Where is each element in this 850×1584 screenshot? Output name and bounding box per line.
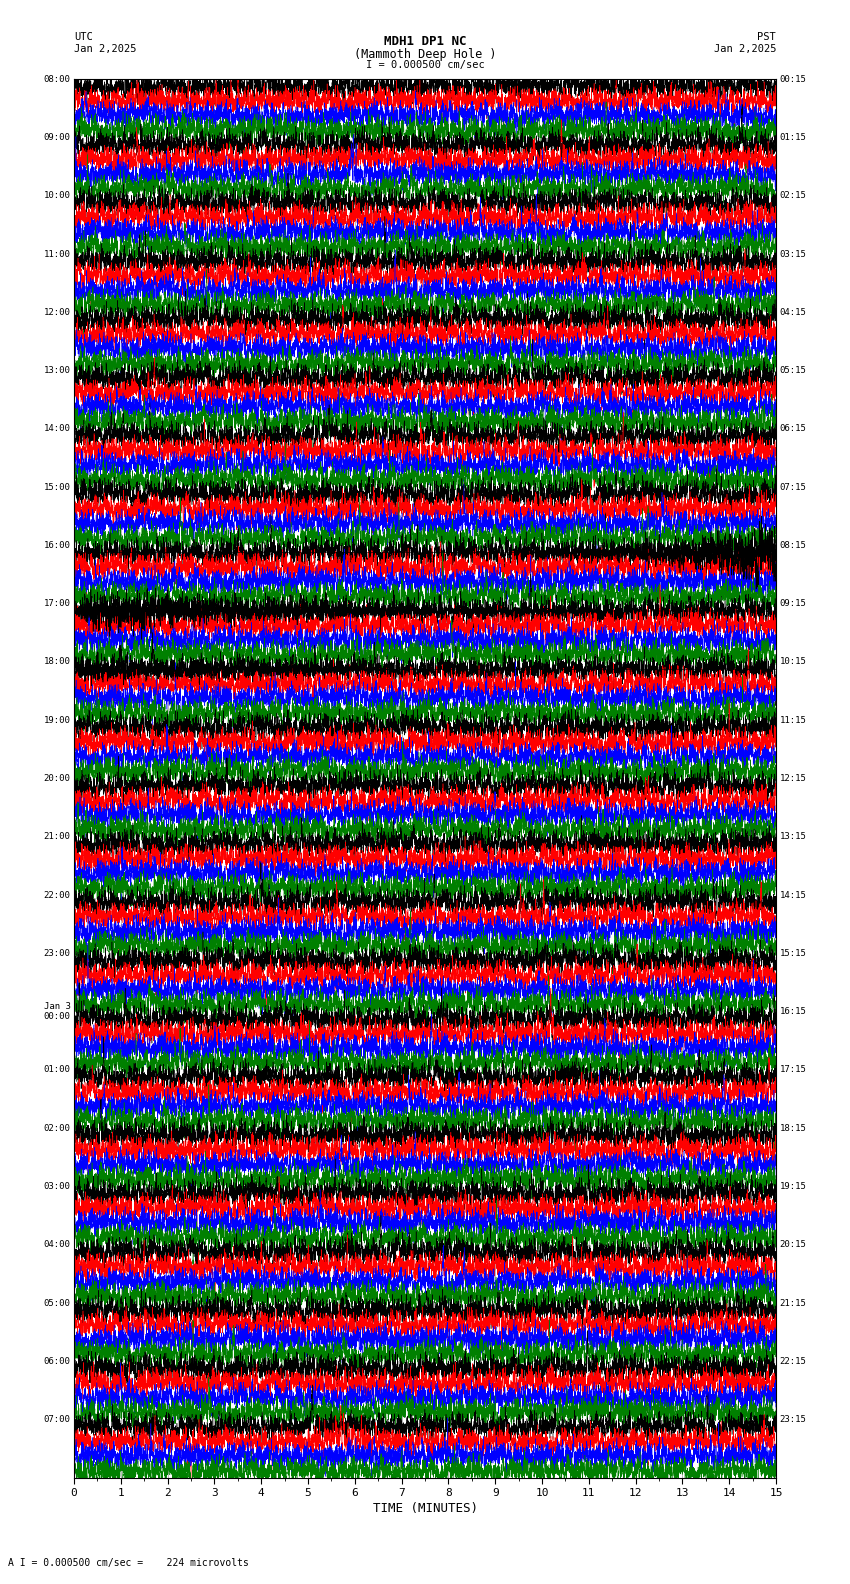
Text: Jan 3
00:00: Jan 3 00:00 [43, 1003, 71, 1022]
Text: A I = 0.000500 cm/sec =    224 microvolts: A I = 0.000500 cm/sec = 224 microvolts [8, 1559, 249, 1568]
Text: 14:00: 14:00 [43, 425, 71, 434]
Text: MDH1 DP1 NC: MDH1 DP1 NC [383, 35, 467, 48]
Text: 03:15: 03:15 [779, 250, 807, 258]
Text: 19:15: 19:15 [779, 1182, 807, 1191]
Text: 20:00: 20:00 [43, 775, 71, 782]
Text: 22:15: 22:15 [779, 1357, 807, 1365]
Text: 15:00: 15:00 [43, 483, 71, 491]
Text: 12:00: 12:00 [43, 307, 71, 317]
Text: 00:15: 00:15 [779, 74, 807, 84]
X-axis label: TIME (MINUTES): TIME (MINUTES) [372, 1503, 478, 1516]
Text: Jan 2,2025: Jan 2,2025 [713, 44, 776, 54]
Text: 11:15: 11:15 [779, 716, 807, 725]
Text: 19:00: 19:00 [43, 716, 71, 725]
Text: 08:15: 08:15 [779, 540, 807, 550]
Text: 01:15: 01:15 [779, 133, 807, 143]
Text: PST: PST [757, 32, 776, 41]
Text: 07:00: 07:00 [43, 1415, 71, 1424]
Text: 12:15: 12:15 [779, 775, 807, 782]
Text: 10:00: 10:00 [43, 192, 71, 200]
Text: 06:15: 06:15 [779, 425, 807, 434]
Text: 02:15: 02:15 [779, 192, 807, 200]
Text: 14:15: 14:15 [779, 890, 807, 900]
Text: 21:00: 21:00 [43, 832, 71, 841]
Text: 01:00: 01:00 [43, 1066, 71, 1074]
Text: 15:15: 15:15 [779, 949, 807, 958]
Text: 23:00: 23:00 [43, 949, 71, 958]
Text: 04:00: 04:00 [43, 1240, 71, 1250]
Text: I = 0.000500 cm/sec: I = 0.000500 cm/sec [366, 60, 484, 70]
Text: 09:00: 09:00 [43, 133, 71, 143]
Text: 10:15: 10:15 [779, 657, 807, 667]
Text: 08:00: 08:00 [43, 74, 71, 84]
Text: 23:15: 23:15 [779, 1415, 807, 1424]
Text: 13:00: 13:00 [43, 366, 71, 375]
Text: Jan 2,2025: Jan 2,2025 [74, 44, 137, 54]
Text: 17:15: 17:15 [779, 1066, 807, 1074]
Text: 17:00: 17:00 [43, 599, 71, 608]
Text: 22:00: 22:00 [43, 890, 71, 900]
Text: 11:00: 11:00 [43, 250, 71, 258]
Text: 16:15: 16:15 [779, 1007, 807, 1017]
Text: 20:15: 20:15 [779, 1240, 807, 1250]
Text: 05:00: 05:00 [43, 1299, 71, 1307]
Text: 16:00: 16:00 [43, 540, 71, 550]
Text: 07:15: 07:15 [779, 483, 807, 491]
Text: (Mammoth Deep Hole ): (Mammoth Deep Hole ) [354, 48, 496, 60]
Text: 04:15: 04:15 [779, 307, 807, 317]
Text: 18:15: 18:15 [779, 1123, 807, 1133]
Text: 13:15: 13:15 [779, 832, 807, 841]
Text: 21:15: 21:15 [779, 1299, 807, 1307]
Text: 05:15: 05:15 [779, 366, 807, 375]
Text: 03:00: 03:00 [43, 1182, 71, 1191]
Text: 09:15: 09:15 [779, 599, 807, 608]
Text: 02:00: 02:00 [43, 1123, 71, 1133]
Text: UTC: UTC [74, 32, 93, 41]
Text: 06:00: 06:00 [43, 1357, 71, 1365]
Text: 18:00: 18:00 [43, 657, 71, 667]
